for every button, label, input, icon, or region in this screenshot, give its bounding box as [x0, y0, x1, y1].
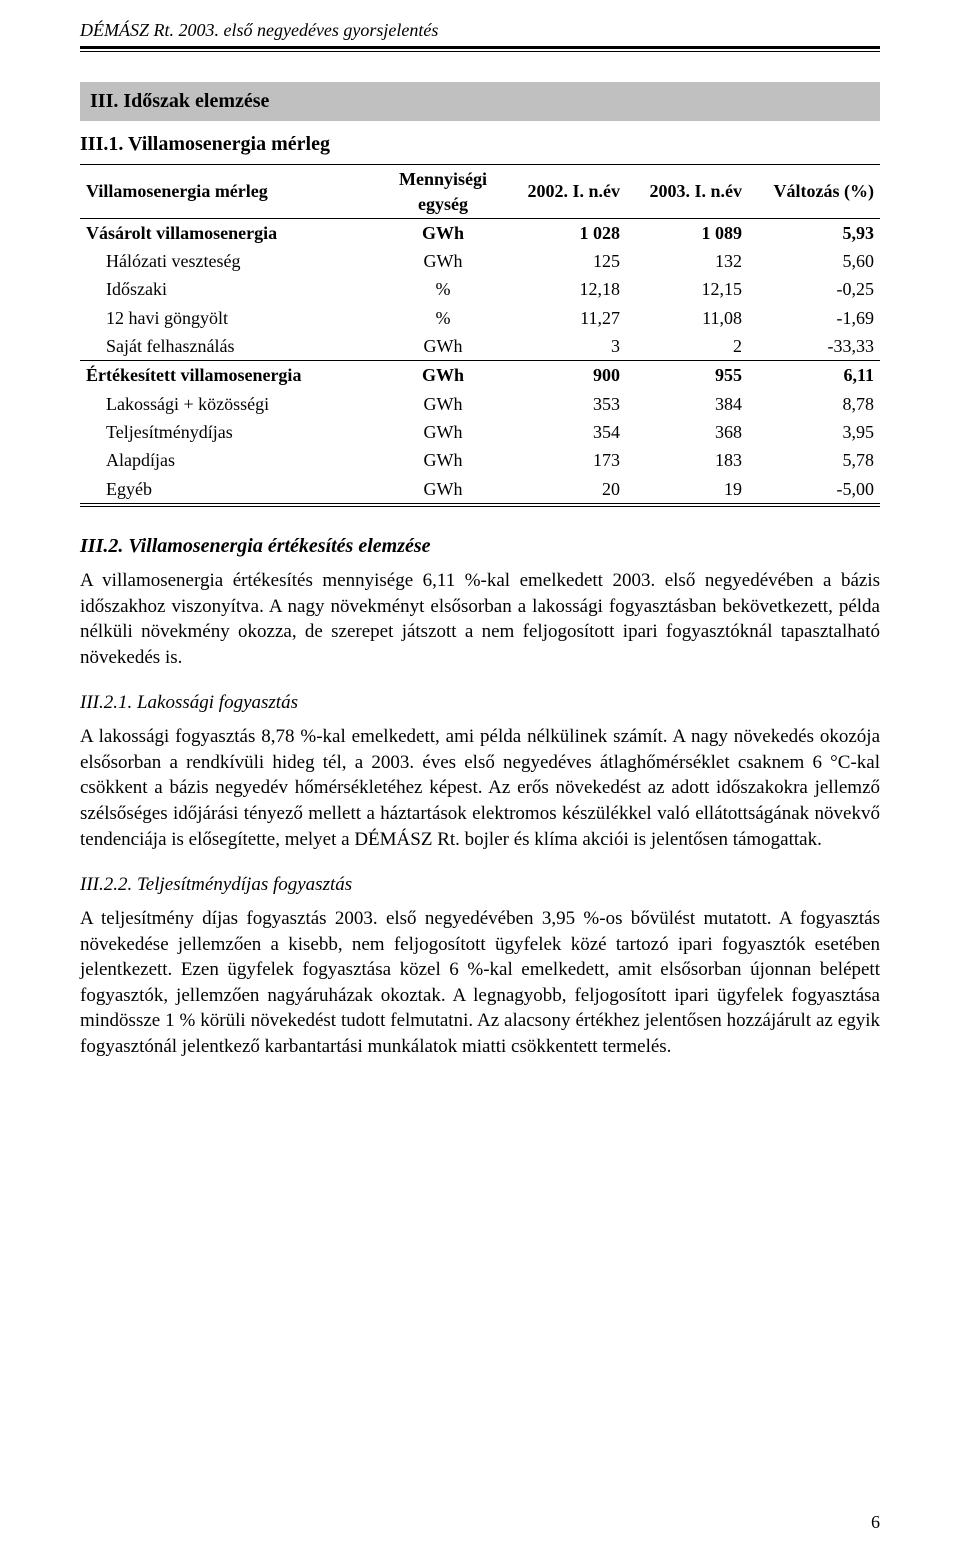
para-3-2-1-body: A lakossági fogyasztás 8,78 %-kal emelke…	[80, 724, 880, 852]
header-rule-thin	[80, 51, 880, 52]
subsection-3-2-title: III.2. Villamosenergia értékesítés elemz…	[80, 533, 880, 560]
col-header-2002: 2002. I. n.év	[504, 165, 626, 218]
table-row: Teljesítménydíjas GWh 354 368 3,95	[80, 418, 880, 446]
table-row: Alapdíjas GWh 173 183 5,78	[80, 446, 880, 474]
table-row: Vásárolt villamosenergia GWh 1 028 1 089…	[80, 219, 880, 247]
table-row: Egyéb GWh 20 19 -5,00	[80, 475, 880, 504]
col-header-unit: Mennyiségi egység	[382, 165, 504, 218]
col-header-change: Változás (%)	[748, 165, 880, 218]
col-header-label: Villamosenergia mérleg	[80, 165, 382, 218]
table-row: Hálózati veszteség GWh 125 132 5,60	[80, 247, 880, 275]
col-header-2003: 2003. I. n.év	[626, 165, 748, 218]
subsection-3-2-2-title: III.2.2. Teljesítménydíjas fogyasztás	[80, 872, 880, 898]
table-row: Értékesített villamosenergia GWh 900 955…	[80, 361, 880, 389]
table-row: Lakossági + közösségi GWh 353 384 8,78	[80, 390, 880, 418]
table-row: Időszaki % 12,18 12,15 -0,25	[80, 275, 880, 303]
header-rule-thick	[80, 46, 880, 49]
energy-balance-table: Villamosenergia mérleg Mennyiségi egység…	[80, 164, 880, 507]
table-row: 12 havi göngyölt % 11,27 11,08 -1,69	[80, 304, 880, 332]
table-row: Saját felhasználás GWh 3 2 -33,33	[80, 332, 880, 361]
section-title: III. Időszak elemzése	[80, 82, 880, 121]
subsection-3-1-title: III.1. Villamosenergia mérleg	[80, 131, 880, 158]
subsection-3-2-1-title: III.2.1. Lakossági fogyasztás	[80, 690, 880, 716]
page-number: 6	[871, 1510, 880, 1534]
running-header: DÉMÁSZ Rt. 2003. első negyedéves gyorsje…	[80, 18, 880, 44]
para-3-2-1: A villamosenergia értékesítés mennyisége…	[80, 568, 880, 671]
para-3-2-2-body: A teljesítmény díjas fogyasztás 2003. el…	[80, 906, 880, 1060]
